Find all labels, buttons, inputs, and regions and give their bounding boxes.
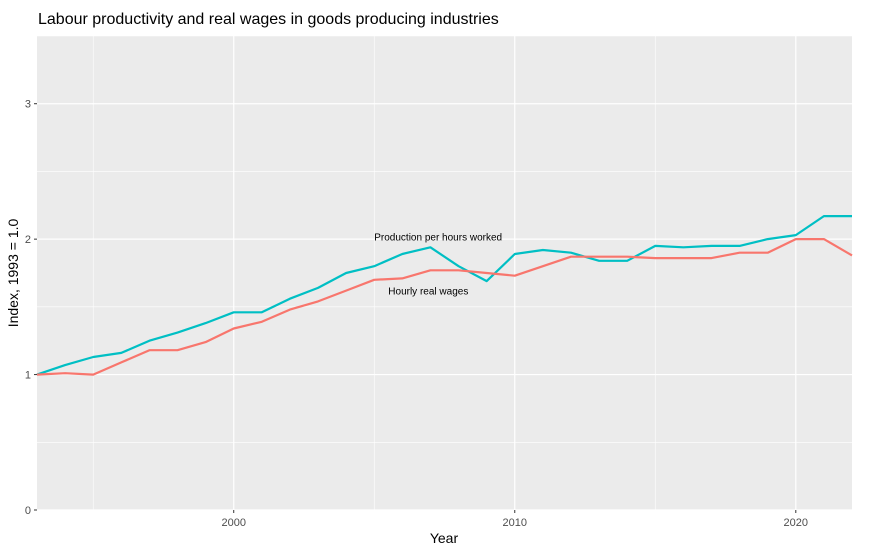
chart-title: Labour productivity and real wages in go…: [38, 11, 499, 28]
series-lines: [36, 215, 853, 376]
minor-gridlines: [37, 35, 852, 510]
x-axis: 2000 2010 2020: [221, 510, 808, 529]
annotation-label: Production per hours worked: [374, 232, 502, 243]
x-tick-label: 2000: [221, 517, 245, 529]
y-tick-label: 3: [25, 99, 31, 111]
x-axis-title: Year: [430, 530, 459, 546]
plot-panel: [37, 36, 852, 510]
annotation-label: Hourly real wages: [388, 287, 468, 298]
x-tick-label: 2020: [784, 517, 808, 529]
x-tick-label: 2010: [503, 517, 527, 529]
annotations: Production per hours worked Hourly real w…: [374, 232, 502, 297]
y-axis-title: Index, 1993 = 1.0: [5, 218, 21, 327]
y-tick-label: 0: [25, 505, 31, 517]
y-axis: 0 1 2 3: [25, 99, 37, 517]
y-tick-label: 1: [25, 370, 31, 382]
series-line-hourly-real-wages: [36, 238, 853, 376]
y-tick-label: 2: [25, 234, 31, 246]
major-gridlines: [37, 36, 852, 511]
series-line-production-per-hours-worked: [36, 215, 852, 376]
